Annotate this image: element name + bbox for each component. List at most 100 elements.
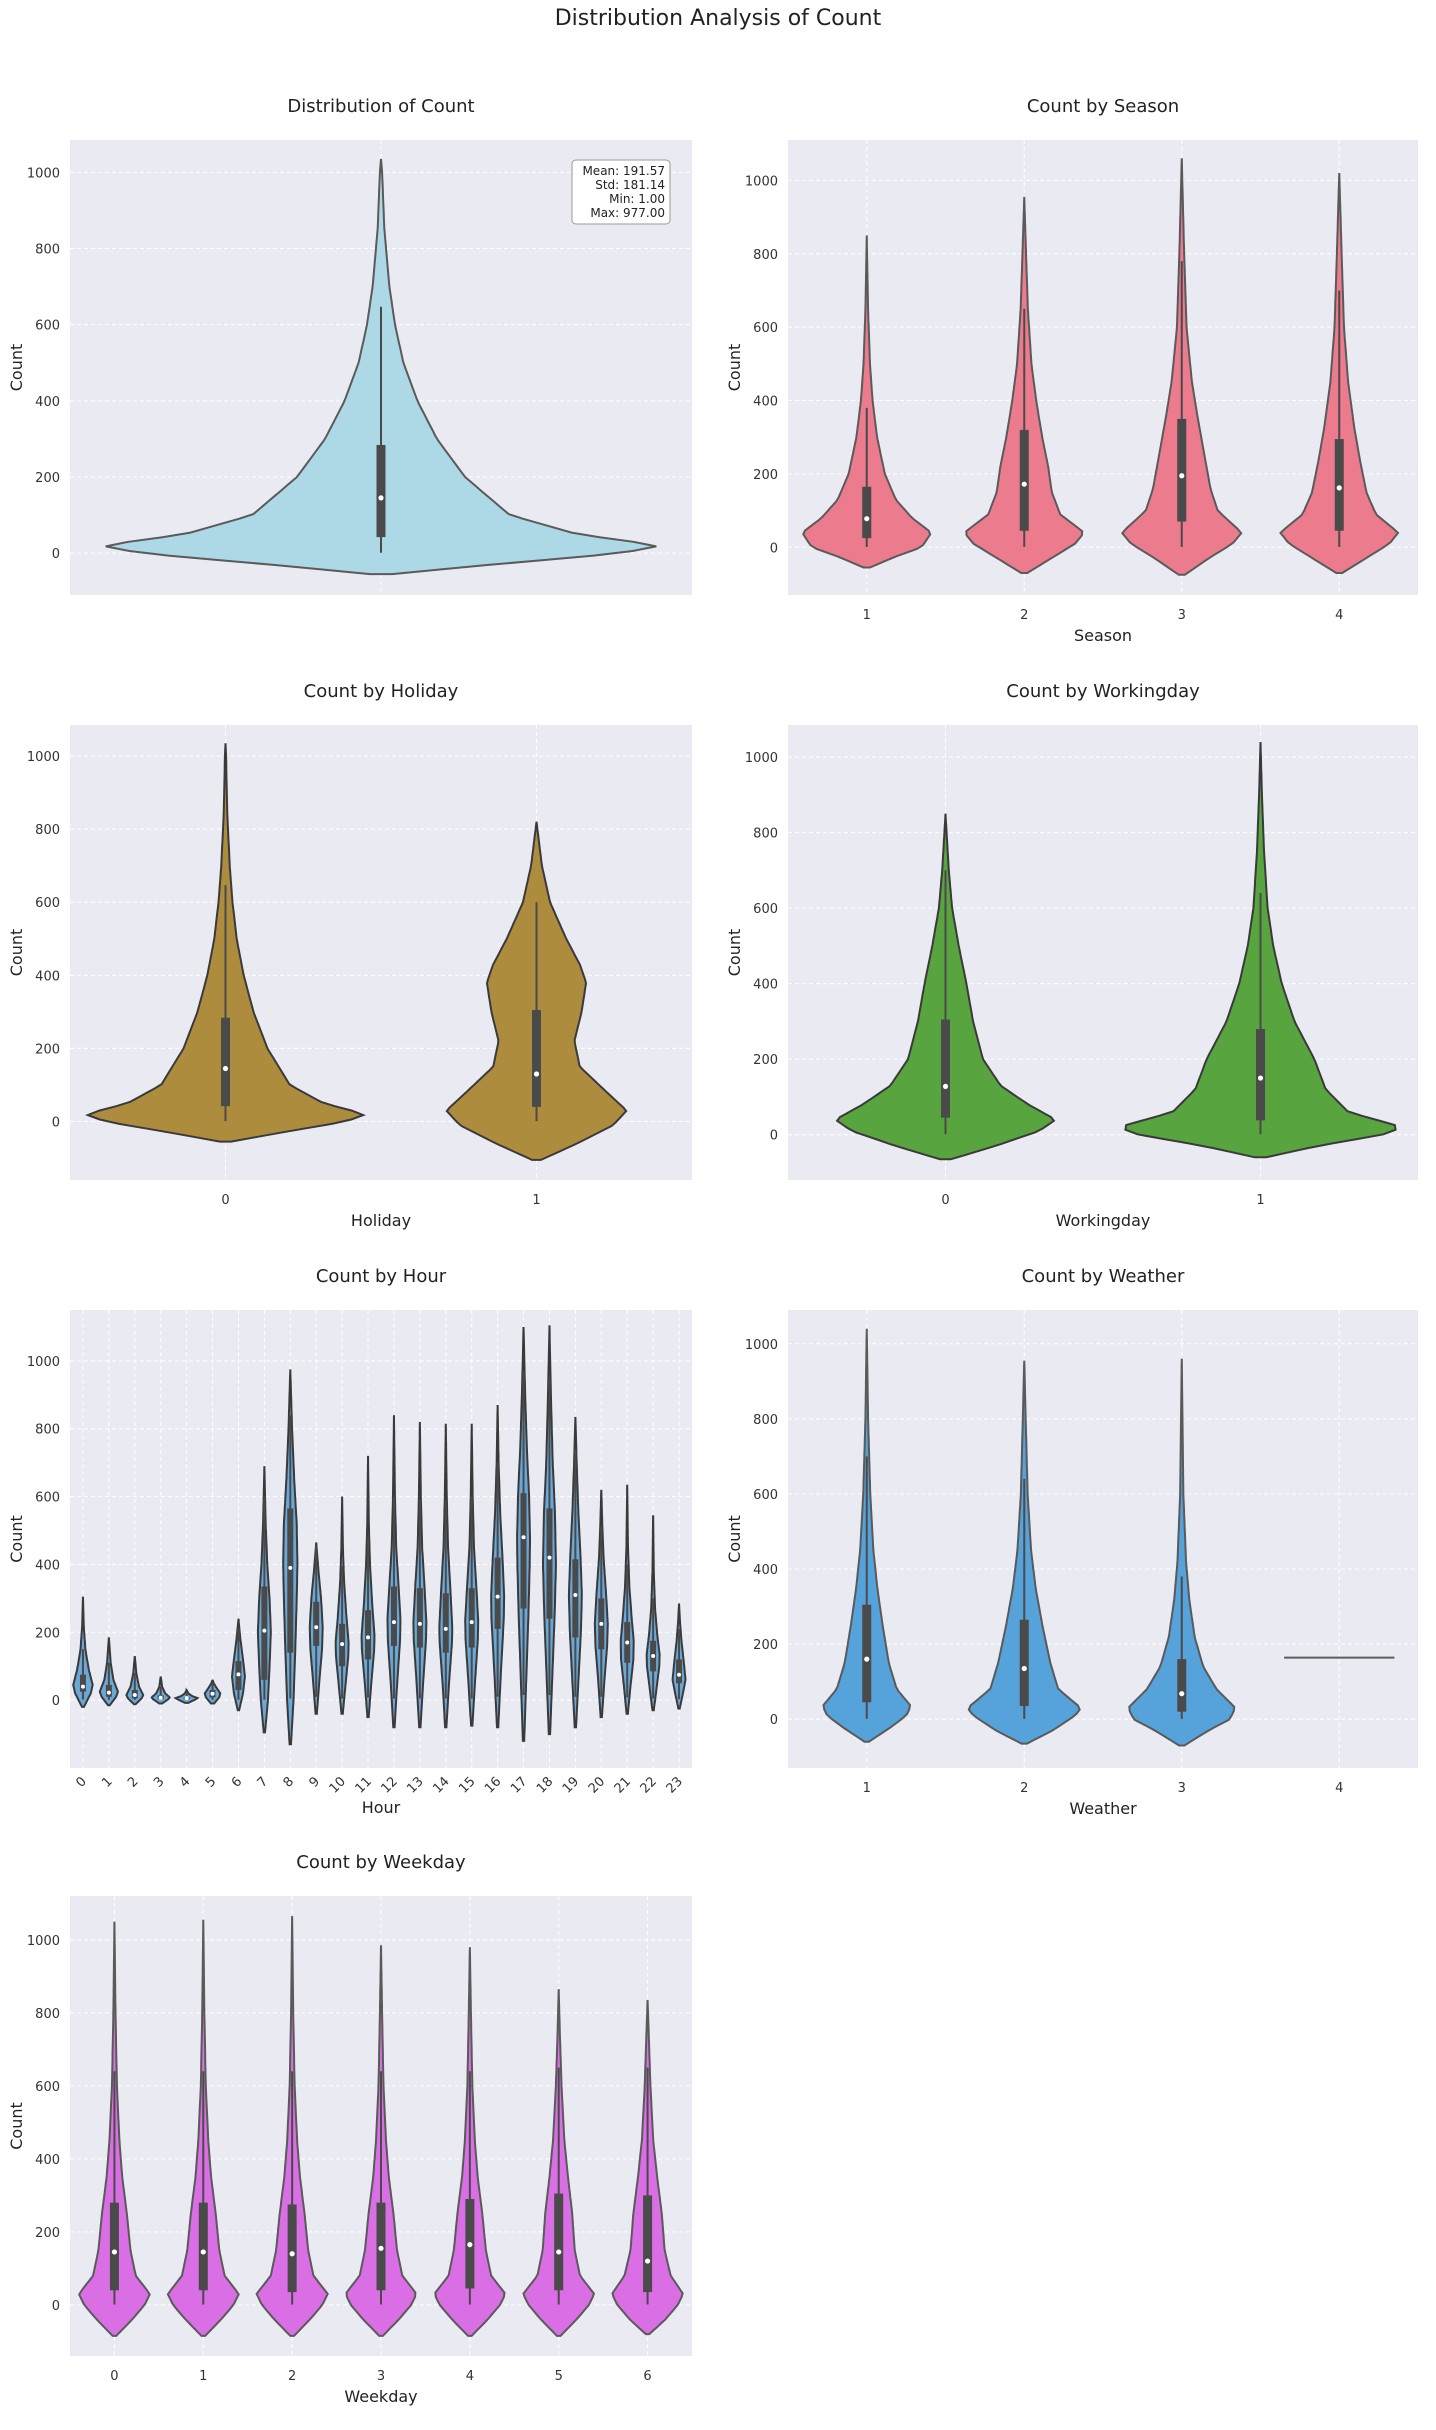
- y-tick-label: 200: [35, 471, 60, 486]
- x-tick-label: 1: [863, 1781, 871, 1796]
- violin-median: [289, 2251, 295, 2257]
- violin-6: [611, 1999, 684, 2336]
- violin-box: [442, 1593, 449, 1653]
- violin-8: [282, 1369, 299, 1746]
- violin-median: [864, 1656, 870, 1662]
- x-tick-label: 14: [430, 1774, 452, 1796]
- plot-area: [70, 1310, 692, 1768]
- violin-box: [1019, 1619, 1029, 1707]
- chart-count-by-season: Count by Season 0 200 400 600 800 1000 Count 1 2 3…: [725, 96, 1418, 645]
- y-tick-label: 600: [753, 321, 778, 336]
- violin-median: [1021, 1665, 1027, 1672]
- violin-median: [521, 1535, 526, 1540]
- panel-distribution: Distribution of Count 0 200 400 600 800 1000 Co…: [0, 60, 718, 650]
- x-tick-label: 20: [586, 1774, 608, 1796]
- x-axis-label: Weekday: [344, 2387, 417, 2406]
- x-tick-label: 10: [327, 1774, 349, 1796]
- violin-box: [941, 1019, 950, 1118]
- violin-box: [862, 1604, 872, 1703]
- x-tick-label: 2: [288, 2369, 296, 2384]
- x-tick-label: 3: [377, 2369, 385, 2384]
- x-tick-label: 0: [941, 1193, 949, 1208]
- y-tick-label: 600: [753, 902, 778, 917]
- violin-box: [1256, 1028, 1265, 1121]
- violin-median: [625, 1640, 630, 1645]
- y-tick-label: 800: [753, 1413, 778, 1428]
- y-axis-label: Count: [7, 2102, 26, 2150]
- x-axis-label: Holiday: [351, 1211, 411, 1230]
- chart-count-by-weekday: Count by Weekday 0 200 400 600 800 1000 Count 0 1…: [7, 1852, 692, 2406]
- y-tick-label: 1000: [27, 166, 60, 181]
- x-tick-label: 4: [1335, 1781, 1343, 1796]
- y-tick-label: 1000: [27, 1934, 60, 1949]
- violin-box: [494, 1557, 501, 1629]
- violin-2: [965, 196, 1084, 574]
- violin-body: [1128, 1358, 1236, 1747]
- y-axis-label: Count: [7, 1515, 26, 1563]
- violin-all: [105, 158, 657, 576]
- violin-median: [443, 1626, 448, 1631]
- violin-13: [412, 1421, 428, 1729]
- panel-weekday: Count by Weekday 0 200 400 600 800 1000 Count 0 1…: [0, 1830, 718, 2426]
- x-tick-label: 4: [1335, 608, 1343, 623]
- violin-median: [222, 1065, 229, 1072]
- y-tick-label: 200: [753, 468, 778, 483]
- y-tick-label: 600: [753, 1488, 778, 1503]
- violin-median: [644, 2258, 651, 2264]
- panel-workingday: Count by Workingday 0 200 400 600 800 1000 Coun…: [718, 650, 1436, 1240]
- violin-1: [166, 1919, 240, 2337]
- y-axis-label: Count: [725, 1515, 744, 1563]
- y-tick-label: 0: [52, 1694, 60, 1709]
- x-tick-label: 11: [353, 1774, 375, 1796]
- violin-median: [651, 1654, 656, 1659]
- y-tick-label: 0: [52, 2299, 60, 2314]
- y-tick-label: 0: [52, 1116, 60, 1131]
- violin-median: [210, 1691, 215, 1696]
- x-axis-label: Season: [1074, 626, 1132, 645]
- y-axis-label: Count: [725, 929, 744, 977]
- x-tick-label: 0: [110, 2369, 118, 2384]
- x-tick-label: 2: [125, 1774, 141, 1790]
- violin-median: [1021, 481, 1027, 487]
- x-tick-label: 7: [255, 1774, 271, 1790]
- panel-weather: Count by Weather 0 200 400 600 800 1000 Count 1 2…: [718, 1240, 1436, 1830]
- x-tick-label: 23: [664, 1774, 686, 1796]
- violin-18: [542, 1325, 557, 1736]
- y-tick-label: 600: [35, 2080, 60, 2095]
- violin-box: [520, 1493, 527, 1609]
- violin-median: [80, 1684, 85, 1689]
- x-tick-label: 1: [532, 1193, 540, 1208]
- figure-title: Distribution Analysis of Count: [554, 6, 882, 31]
- violin-median: [106, 1690, 111, 1695]
- violin-box: [416, 1588, 423, 1648]
- violin-median: [495, 1594, 500, 1599]
- x-tick-label: 4: [466, 2369, 474, 2384]
- y-tick-label: 400: [753, 1563, 778, 1578]
- violin-median: [378, 2245, 384, 2251]
- violin-box: [198, 2202, 208, 2291]
- chart-title: Distribution of Count: [287, 96, 474, 117]
- panel-hour: Count by Hour 0 200 400 600 800 1000 Count 0 1 2 3 4…: [0, 1240, 718, 1830]
- y-tick-label: 0: [52, 547, 60, 562]
- violin-median: [573, 1592, 578, 1597]
- violin-3: [150, 1676, 171, 1705]
- violin-0: [84, 743, 367, 1143]
- x-tick-label: 22: [638, 1774, 660, 1796]
- y-tick-label: 800: [753, 248, 778, 263]
- y-tick-label: 800: [35, 243, 60, 258]
- violin-2: [967, 1360, 1081, 1745]
- violin-median: [417, 1621, 422, 1626]
- violin-body: [802, 235, 932, 569]
- violin-9: [308, 1542, 324, 1715]
- y-axis-label: Count: [7, 344, 26, 392]
- violin-1: [822, 1328, 912, 1743]
- x-tick-label: 1: [199, 2369, 207, 2384]
- x-tick-label: 0: [221, 1193, 229, 1208]
- y-tick-label: 400: [35, 1558, 60, 1573]
- violin-median: [556, 2249, 562, 2255]
- y-tick-label: 1000: [745, 751, 778, 766]
- violin-box: [376, 444, 386, 538]
- violin-median: [200, 2249, 206, 2255]
- x-tick-label: 3: [1178, 608, 1186, 623]
- violin-box: [572, 1559, 579, 1638]
